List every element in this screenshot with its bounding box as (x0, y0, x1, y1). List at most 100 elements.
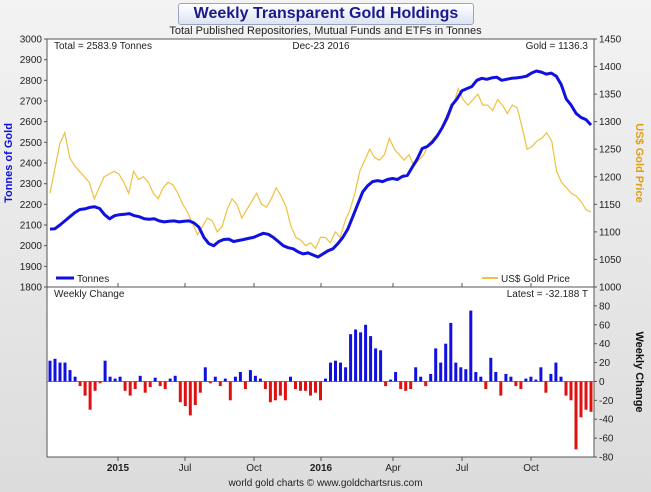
weekly-change-bar (404, 381, 408, 391)
gold-label: Gold = 1136.3 (526, 41, 589, 52)
weekly-change-bar (108, 376, 112, 382)
weekly-change-bar (399, 381, 403, 389)
weekly-change-bar (339, 362, 342, 382)
right-axis-tick-label: 1200 (599, 172, 622, 183)
weekly-change-bar (268, 381, 272, 403)
weekly-change-bar (539, 367, 543, 382)
weekly-change-bar (499, 381, 503, 396)
right-axis-tick-label: 1050 (599, 255, 622, 266)
left-axis-tick-label: 2400 (20, 159, 43, 170)
weekly-change-bar (73, 376, 77, 382)
weekly-change-bar (238, 372, 242, 382)
weekly-change-bar (414, 367, 418, 382)
right-axis-tick-label: 1100 (599, 227, 621, 238)
weekly-change-bar (148, 381, 152, 388)
weekly-change-bar (58, 362, 62, 382)
weekly-axis-tick-label: 60 (599, 320, 611, 331)
weekly-change-bar (233, 376, 237, 382)
tonnes-series-line (49, 69, 593, 259)
weekly-change-bar (324, 378, 327, 382)
weekly-change-bar (294, 381, 297, 389)
price-series-line (49, 86, 592, 250)
weekly-change-bar (389, 379, 393, 382)
weekly-change-bar (283, 381, 287, 401)
weekly-change-bar (579, 381, 583, 418)
weekly-change-bar (409, 381, 413, 389)
left-axis-tick-label: 1800 (20, 283, 43, 294)
weekly-change-bar (469, 310, 473, 382)
x-axis-tick-label: Jul (179, 463, 192, 474)
weekly-change-bar (589, 381, 593, 412)
left-axis-tick-label: 2300 (20, 179, 43, 190)
weekly-change-bar (183, 381, 187, 406)
weekly-change-bar (464, 369, 468, 382)
right-axis-tick-label: 1450 (599, 35, 622, 46)
weekly-change-bar (449, 322, 453, 382)
weekly-change-bar (213, 376, 217, 382)
weekly-change-bar (163, 381, 167, 389)
weekly-change-bar (168, 378, 172, 382)
x-axis-tick-label: 2016 (310, 463, 333, 474)
weekly-change-bar (103, 360, 107, 382)
weekly-change-bar (459, 367, 463, 382)
x-axis-tick-label: 2015 (107, 463, 130, 474)
weekly-axis-tick-label: 40 (599, 339, 611, 350)
weekly-change-bar (574, 381, 578, 450)
weekly-change-bar (278, 381, 282, 396)
chart-title: Weekly Transparent Gold Holdings (178, 3, 474, 25)
weekly-change-bar (53, 358, 57, 382)
weekly-change-bar (78, 381, 82, 387)
right-axis-tick-label: 1350 (599, 90, 622, 101)
left-axis-tick-label: 2000 (20, 241, 43, 252)
weekly-change-bar (243, 381, 247, 389)
weekly-change-bar (529, 376, 533, 382)
weekly-change-bar (349, 334, 353, 382)
weekly-change-bar (248, 370, 252, 382)
left-axis-tick-label: 2200 (20, 200, 43, 211)
weekly-change-bar (48, 360, 52, 382)
weekly-change-bar (544, 381, 548, 393)
weekly-change-bar (364, 324, 368, 382)
weekly-change-bar (198, 381, 202, 393)
right-axis-tick-label: 1300 (599, 117, 622, 128)
weekly-change-bar (138, 375, 142, 382)
weekly-change-bar (584, 381, 588, 410)
weekly-change-bar (369, 336, 373, 382)
left-axis-tick-label: 2900 (20, 55, 43, 66)
weekly-change-bar (88, 381, 92, 410)
weekly-change-axis-title: Weekly Change (633, 331, 645, 412)
weekly-change-bar (519, 381, 523, 389)
weekly-axis-tick-label: -40 (599, 415, 614, 426)
weekly-change-bar (203, 367, 207, 382)
weekly-change-bar (329, 362, 332, 382)
weekly-change-bar (263, 381, 267, 389)
date-label: Dec-23 2016 (292, 41, 350, 52)
weekly-change-bar (314, 381, 317, 393)
weekly-change-bar (484, 381, 488, 389)
left-axis-tick-label: 2800 (20, 76, 43, 87)
weekly-change-bar (133, 381, 137, 389)
weekly-change-bar (359, 332, 363, 382)
weekly-change-bar (554, 362, 558, 382)
weekly-change-bar (309, 381, 312, 396)
right-axis-title: US$ Gold Price (633, 123, 645, 202)
footer-credit: world gold charts © www.goldchartsrus.co… (228, 478, 423, 489)
weekly-change-bar (98, 381, 102, 384)
weekly-change-bar (223, 378, 227, 382)
weekly-change-bar (474, 372, 478, 382)
weekly-change-bar (208, 381, 212, 384)
left-axis-tick-label: 2500 (20, 138, 43, 149)
weekly-change-bar (123, 381, 127, 391)
weekly-change-bar (93, 381, 97, 391)
weekly-change-bar (429, 373, 433, 382)
weekly-change-bar (419, 376, 423, 382)
total-label: Total = 2583.9 Tonnes (54, 41, 152, 52)
right-axis-tick-label: 1150 (599, 200, 621, 211)
x-axis-tick-label: Apr (385, 463, 401, 474)
weekly-axis-tick-label: -20 (599, 396, 614, 407)
x-axis-tick-label: Oct (523, 463, 539, 474)
weekly-change-bar (384, 381, 388, 387)
legend-price-label: US$ Gold Price (501, 274, 570, 285)
weekly-change-bar (504, 373, 508, 382)
weekly-change-bar (334, 360, 337, 382)
